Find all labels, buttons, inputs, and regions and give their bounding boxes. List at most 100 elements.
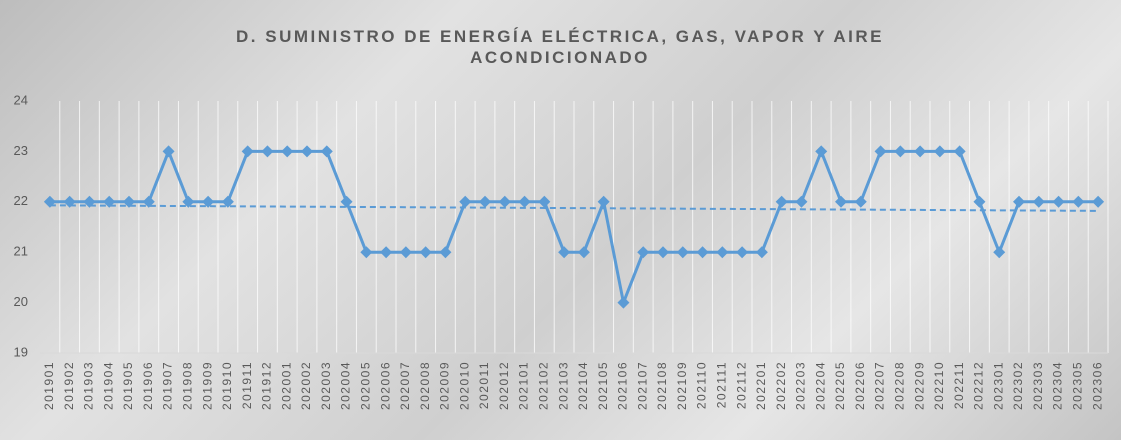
x-tick-label: 202108 (655, 361, 669, 410)
x-tick-label: 202008 (418, 361, 432, 410)
data-point (1033, 196, 1045, 208)
chart-container: D. SUMINISTRO DE ENERGÍA ELÉCTRICA, GAS,… (0, 0, 1121, 440)
data-point (637, 246, 649, 258)
y-tick-label: 19 (14, 344, 28, 359)
x-tick-label: 202112 (734, 361, 748, 409)
x-tick-label: 202211 (952, 361, 966, 409)
x-tick-label: 201905 (121, 361, 135, 410)
x-tick-label: 201911 (240, 361, 254, 409)
x-tick-label: 202007 (398, 361, 412, 410)
x-tick-label: 202105 (596, 361, 610, 410)
data-point (815, 145, 827, 157)
x-tick-label: 202208 (893, 361, 907, 410)
data-point (439, 246, 451, 258)
data-point (420, 246, 432, 258)
data-point (1053, 196, 1065, 208)
data-point (617, 297, 629, 309)
x-tick-label: 201902 (62, 361, 76, 410)
data-point (875, 145, 887, 157)
data-point (558, 246, 570, 258)
data-point (360, 246, 372, 258)
x-tick-label: 202104 (576, 361, 590, 410)
x-tick-label: 201908 (181, 361, 195, 410)
data-point (499, 196, 511, 208)
data-point (538, 196, 550, 208)
data-point (894, 145, 906, 157)
x-tick-label: 202009 (438, 361, 452, 410)
x-tick-label: 202304 (1051, 361, 1065, 410)
data-point (795, 196, 807, 208)
data-point (677, 246, 689, 258)
x-tick-label: 201901 (42, 361, 56, 410)
x-tick-label: 201906 (141, 361, 155, 410)
x-tick-label: 202202 (774, 361, 788, 410)
x-tick-label: 202006 (378, 361, 392, 410)
y-tick-label: 20 (14, 294, 28, 309)
x-tick-label: 201903 (82, 361, 96, 410)
data-point (578, 246, 590, 258)
x-tick-label: 201909 (200, 361, 214, 410)
x-tick-label: 201907 (161, 361, 175, 410)
x-tick-label: 202210 (932, 361, 946, 410)
data-point (756, 246, 768, 258)
x-tick-label: 202206 (853, 361, 867, 410)
x-tick-label: 202111 (715, 361, 729, 408)
x-tick-label: 202103 (556, 361, 570, 410)
data-point (934, 145, 946, 157)
x-tick-label: 202004 (339, 361, 353, 410)
y-tick-label: 22 (14, 193, 28, 208)
x-tick-label: 202109 (675, 361, 689, 410)
data-point (380, 246, 392, 258)
x-tick-label: 202011 (477, 361, 491, 409)
x-tick-label: 202212 (972, 361, 986, 410)
data-point (519, 196, 531, 208)
x-tick-label: 202002 (299, 361, 313, 410)
y-tick-label: 21 (14, 244, 28, 259)
data-point (716, 246, 728, 258)
data-point (697, 246, 709, 258)
x-tick-label: 202205 (833, 361, 847, 410)
x-tick-label: 202010 (457, 361, 471, 410)
data-point (954, 145, 966, 157)
data-point (479, 196, 491, 208)
data-point (973, 196, 985, 208)
x-tick-label: 202303 (1031, 361, 1045, 410)
data-point (776, 196, 788, 208)
x-tick-label: 202107 (635, 361, 649, 410)
y-tick-label: 23 (14, 143, 28, 158)
x-tick-label: 202209 (912, 361, 926, 410)
x-tick-label: 202302 (1011, 361, 1025, 410)
x-tick-label: 202003 (319, 361, 333, 410)
data-point (261, 145, 273, 157)
x-tick-label: 202301 (991, 361, 1005, 410)
x-tick-label: 202110 (695, 361, 709, 409)
x-tick-label: 202106 (616, 361, 630, 410)
x-tick-label: 202305 (1071, 361, 1085, 410)
x-tick-label: 202204 (813, 361, 827, 410)
x-tick-label: 201910 (220, 361, 234, 410)
data-point (1013, 196, 1025, 208)
data-point (736, 246, 748, 258)
x-tick-label: 201904 (101, 361, 115, 410)
data-point (321, 145, 333, 157)
data-point (598, 196, 610, 208)
data-point (835, 196, 847, 208)
data-point (657, 246, 669, 258)
x-tick-label: 202005 (359, 361, 373, 410)
data-point (1092, 196, 1104, 208)
x-tick-label: 202102 (537, 361, 551, 410)
data-point (1072, 196, 1084, 208)
x-tick-label: 202207 (873, 361, 887, 410)
data-point (242, 145, 254, 157)
data-point (301, 145, 313, 157)
x-tick-label: 202101 (517, 361, 531, 410)
x-tick-label: 202203 (794, 361, 808, 410)
data-point (400, 246, 412, 258)
x-tick-label: 202012 (497, 361, 511, 410)
data-point (281, 145, 293, 157)
data-point (993, 246, 1005, 258)
data-point (914, 145, 926, 157)
x-tick-label: 201912 (260, 361, 274, 410)
y-tick-label: 24 (14, 92, 28, 107)
data-point (855, 196, 867, 208)
